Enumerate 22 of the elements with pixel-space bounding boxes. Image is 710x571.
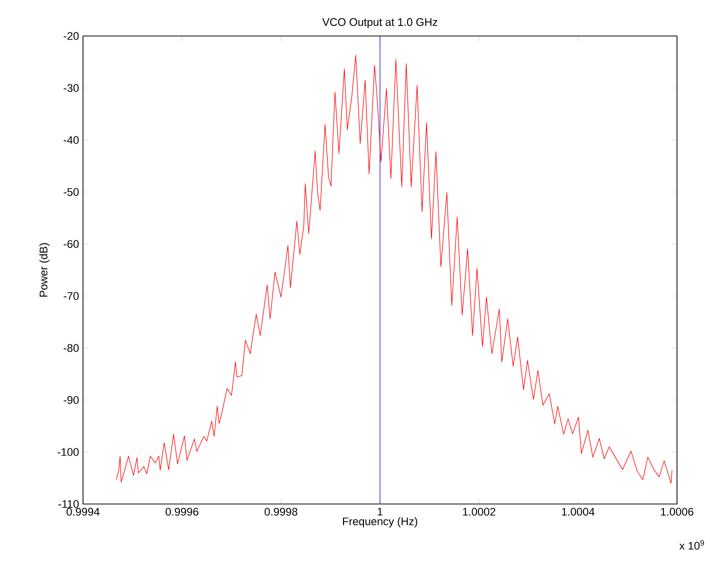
y-tick-label: -100 <box>58 448 79 456</box>
x-tick-label: 0.9998 <box>264 508 298 516</box>
y-tick-label: -90 <box>64 396 79 404</box>
y-tick-label: -110 <box>58 500 79 508</box>
x-tick-label: 0.9996 <box>166 508 198 516</box>
chart-title: VCO Output at 1.0 GHz <box>322 18 438 28</box>
x-axis-title: Frequency (Hz) <box>343 517 418 528</box>
y-tick-label: -60 <box>64 240 79 248</box>
x-tick-label: 1.0002 <box>463 508 496 516</box>
x-tick-label: 1.0004 <box>562 508 595 516</box>
text: x 10$^{9}$ <box>679 540 704 550</box>
x-tick-label: 0.9994 <box>66 508 100 516</box>
y-tick-label: -30 <box>64 84 79 92</box>
x-tick-label: 1 <box>378 508 383 516</box>
x-tick-label: 1.0006 <box>661 508 694 516</box>
y-tick-label: -20 <box>64 32 79 40</box>
y-tick-label: -80 <box>64 344 79 352</box>
y-tick-label: -70 <box>64 292 79 300</box>
y-tick-label: -50 <box>64 188 79 196</box>
line-series <box>116 54 672 484</box>
y-tick-label: -40 <box>64 136 79 144</box>
y-axis-title: Power (dB) <box>39 243 50 297</box>
